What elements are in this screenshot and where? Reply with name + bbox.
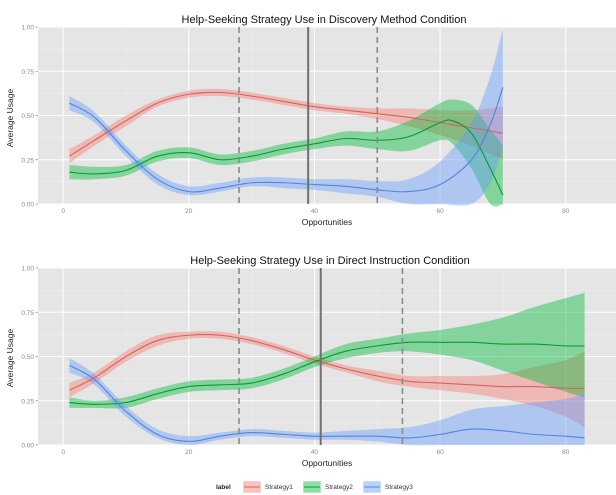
- x-tick-label: 80: [562, 449, 570, 456]
- confidence-band-strategy2: [69, 99, 503, 207]
- chart-title: Help-Seeking Strategy Use in Direct Inst…: [190, 255, 469, 267]
- y-tick-label: 0.25: [21, 398, 34, 405]
- y-tick-labels: 0.00 0.25 0.50 0.75 1.00: [21, 266, 38, 450]
- reference-lines: [238, 27, 379, 204]
- y-tick-labels: 0.00 0.25 0.50 0.75 1.00: [21, 25, 38, 209]
- x-tick-label: 60: [436, 449, 444, 456]
- series-line-strategy2: [69, 119, 504, 196]
- x-tick-label: 60: [436, 208, 444, 215]
- y-tick-label: 1.00: [21, 25, 34, 32]
- series-lines: [69, 334, 585, 443]
- x-tick-label: 0: [61, 449, 65, 456]
- x-tick-labels: 0 20 40 60 80: [61, 449, 569, 456]
- legend-label: Strategy1: [265, 484, 293, 491]
- series-line-strategy3: [69, 364, 585, 443]
- y-tick-label: 0.00: [21, 443, 34, 450]
- x-axis-title: Opportunities: [302, 458, 353, 468]
- y-tick-label: 0.50: [21, 113, 34, 120]
- series-lines: [69, 87, 504, 196]
- x-tick-label: 40: [311, 208, 319, 215]
- grid: [38, 267, 616, 446]
- y-tick-label: 0.00: [21, 202, 34, 209]
- legend-label: Strategy3: [385, 484, 413, 491]
- confidence-bands: [69, 28, 503, 207]
- direct-instruction-chart: Help-Seeking Strategy Use in Direct Inst…: [5, 255, 616, 468]
- y-axis-title: Average Usage: [5, 329, 15, 388]
- legend-title: label: [216, 484, 231, 491]
- series-line-strategy1: [69, 334, 585, 391]
- confidence-band-strategy1: [69, 88, 503, 164]
- y-tick-label: 0.75: [21, 69, 34, 76]
- confidence-bands: [69, 292, 585, 446]
- y-axis-title: Average Usage: [5, 89, 15, 148]
- confidence-band-strategy2: [69, 292, 585, 409]
- x-tick-label: 20: [185, 208, 193, 215]
- confidence-band-strategy3: [69, 358, 585, 446]
- confidence-band-strategy1: [69, 331, 585, 428]
- legend: label Strategy1 Strategy2 Strategy3: [216, 480, 413, 494]
- y-tick-label: 1.00: [21, 266, 34, 273]
- discovery-method-chart: Help-Seeking Strategy Use in Discovery M…: [5, 14, 616, 227]
- y-tick-label: 0.75: [21, 310, 34, 317]
- series-line-strategy2: [69, 341, 585, 405]
- legend-items: Strategy1 Strategy2 Strategy3: [242, 480, 413, 494]
- legend-label: Strategy2: [325, 484, 353, 491]
- chart-title: Help-Seeking Strategy Use in Discovery M…: [182, 14, 467, 26]
- confidence-band-strategy3: [69, 28, 503, 206]
- x-tick-label: 0: [61, 208, 65, 215]
- x-tick-label: 40: [311, 449, 319, 456]
- x-tick-labels: 0 20 40 60 80: [61, 208, 569, 215]
- y-tick-label: 0.50: [21, 354, 34, 361]
- x-tick-label: 20: [185, 449, 193, 456]
- x-axis-title: Opportunities: [302, 217, 353, 227]
- y-tick-label: 0.25: [21, 157, 34, 164]
- series-line-strategy1: [69, 91, 504, 157]
- series-line-strategy3: [69, 87, 504, 193]
- reference-lines: [238, 268, 404, 445]
- x-tick-label: 80: [562, 208, 570, 215]
